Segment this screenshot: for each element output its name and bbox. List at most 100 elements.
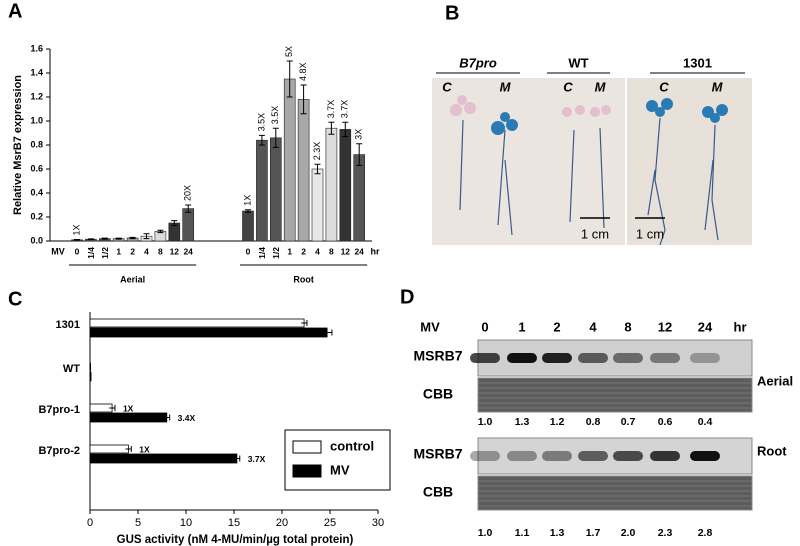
row-label: MSRB7 bbox=[413, 446, 462, 462]
photo bbox=[432, 78, 752, 246]
time-label: 24 bbox=[698, 319, 713, 334]
band bbox=[690, 451, 720, 461]
bar bbox=[353, 154, 366, 242]
lane-label: M bbox=[712, 79, 724, 94]
ratio-label: 0.6 bbox=[658, 416, 673, 428]
fold-label: 1X bbox=[71, 225, 81, 236]
tissue-label: Aerial bbox=[757, 373, 793, 388]
row-label: MSRB7 bbox=[413, 348, 462, 364]
ratio-label: 1.0 bbox=[478, 416, 493, 428]
x-tick-label: 2 bbox=[301, 246, 306, 256]
x-tick-label: 4 bbox=[315, 246, 320, 256]
lane-label: M bbox=[500, 79, 512, 94]
bar bbox=[256, 139, 268, 242]
band bbox=[613, 353, 643, 363]
y-axis-label: Relative MsrB7 expression bbox=[12, 75, 24, 215]
lane-label: C bbox=[442, 79, 452, 94]
x-tick-label: 10 bbox=[180, 517, 192, 529]
band bbox=[542, 353, 572, 363]
y-tick-label: 1.2 bbox=[30, 91, 43, 101]
fold-label: 3X bbox=[354, 129, 364, 140]
x-end-label: hr bbox=[371, 246, 380, 256]
bar bbox=[311, 168, 324, 242]
unit-label: hr bbox=[734, 319, 747, 334]
error-bar bbox=[300, 84, 307, 115]
fold-label: 1X bbox=[123, 403, 134, 413]
bar bbox=[89, 403, 113, 413]
ratio-label: 0.8 bbox=[586, 416, 601, 428]
error-bar bbox=[245, 209, 251, 213]
panel-letter: B bbox=[445, 2, 459, 24]
bar bbox=[297, 99, 310, 242]
fold-label: 1X bbox=[242, 195, 252, 206]
error-bar bbox=[356, 143, 363, 166]
error-bar bbox=[328, 121, 335, 135]
group-label: WT bbox=[568, 55, 588, 70]
y-tick-label: 1.6 bbox=[30, 43, 43, 53]
error-bar bbox=[272, 127, 279, 148]
time-label: 12 bbox=[658, 319, 672, 334]
error-bar bbox=[234, 455, 241, 462]
ratio-label: 2.8 bbox=[698, 527, 713, 539]
bar bbox=[339, 129, 352, 242]
band bbox=[578, 451, 608, 461]
fold-label: 2.3X bbox=[312, 142, 322, 161]
time-label: 0 bbox=[481, 319, 488, 334]
error-bar bbox=[163, 414, 171, 421]
x-tick-label: 20 bbox=[276, 517, 288, 529]
time-label: 8 bbox=[624, 319, 631, 334]
ratio-label: 1.0 bbox=[478, 527, 493, 539]
ratio-label: 2.3 bbox=[658, 527, 673, 539]
bar bbox=[269, 137, 282, 242]
error-bar bbox=[129, 236, 136, 240]
error-bar bbox=[101, 237, 108, 240]
error-bar bbox=[301, 320, 308, 326]
legend-box bbox=[284, 429, 391, 491]
x-tick-label: 0 bbox=[75, 246, 80, 256]
ratio-label: 1.3 bbox=[550, 527, 565, 539]
x-tick-label: 12 bbox=[341, 246, 351, 256]
x-axis-label: GUS activity (nM 4-MU/min/µg total prote… bbox=[117, 534, 354, 546]
category-label: B7pro-2 bbox=[38, 445, 80, 457]
blot-cbb bbox=[477, 377, 753, 413]
ratio-label: 2.0 bbox=[621, 527, 636, 539]
x-tick-label: 24 bbox=[354, 246, 364, 256]
band bbox=[650, 353, 680, 363]
group-label: 1301 bbox=[683, 55, 712, 70]
bar bbox=[242, 210, 254, 242]
ratio-label: 1.3 bbox=[515, 416, 530, 428]
error-bar bbox=[143, 233, 150, 240]
x-tick-label: 12 bbox=[170, 246, 180, 256]
error-bar bbox=[258, 134, 265, 146]
fold-label: 1X bbox=[139, 444, 150, 454]
group-label: B7pro bbox=[459, 55, 497, 70]
x-tick-label: 1/4 bbox=[257, 247, 267, 259]
bar bbox=[89, 318, 305, 328]
error-bar bbox=[342, 121, 349, 138]
fold-label: 3.5X bbox=[256, 113, 266, 132]
fold-label: 3.7X bbox=[340, 100, 350, 119]
fold-label: 3.7X bbox=[248, 454, 266, 464]
x-tick-label: 1/4 bbox=[86, 247, 96, 259]
row-label: CBB bbox=[423, 386, 453, 402]
band bbox=[542, 451, 572, 461]
error-bar bbox=[109, 405, 116, 411]
band bbox=[613, 451, 643, 461]
fold-label: 20X bbox=[183, 185, 193, 201]
error-bar bbox=[115, 237, 122, 240]
fold-label: 3.7X bbox=[326, 100, 336, 119]
ratio-label: 1.1 bbox=[515, 527, 530, 539]
bar bbox=[325, 127, 338, 242]
panel-letter: D bbox=[400, 286, 414, 308]
blot-cbb bbox=[477, 475, 753, 511]
band bbox=[507, 451, 537, 461]
time-label: 4 bbox=[589, 319, 597, 334]
x-tick-label: 1 bbox=[116, 246, 121, 256]
row-label: CBB bbox=[423, 484, 453, 500]
band bbox=[507, 353, 537, 363]
bar bbox=[89, 453, 238, 464]
band bbox=[578, 353, 608, 363]
x-tick-label: 8 bbox=[329, 246, 334, 256]
x-tick-label: 1/2 bbox=[271, 247, 281, 259]
